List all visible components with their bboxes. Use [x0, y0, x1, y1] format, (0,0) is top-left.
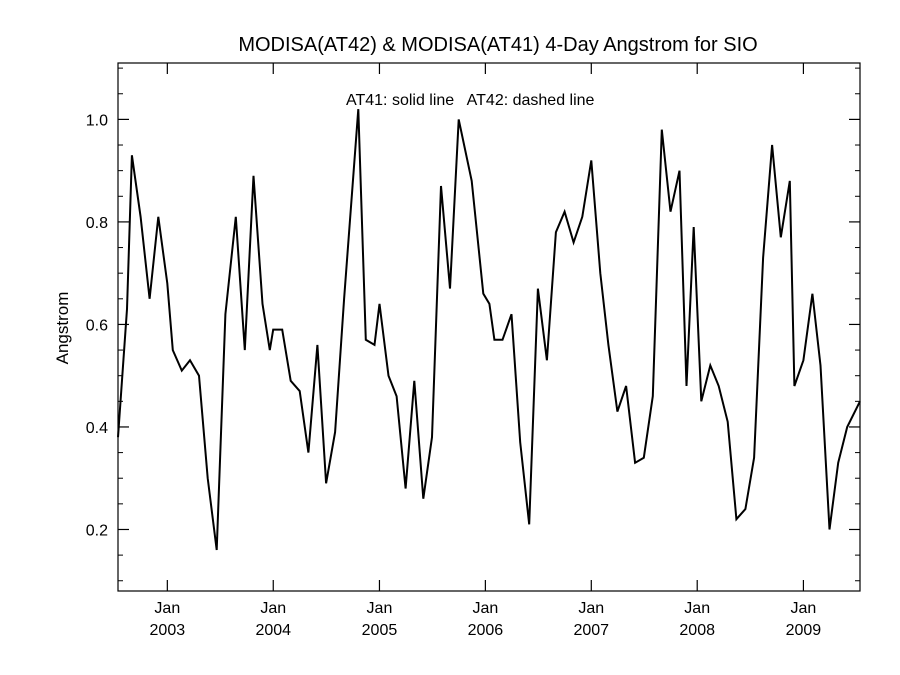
y-tick-label: 0.8	[86, 215, 108, 232]
x-tick-month-label: Jan	[578, 600, 604, 617]
x-tick-year-label: 2009	[786, 622, 822, 639]
series-layer	[117, 109, 861, 551]
x-tick-year-label: 2006	[468, 622, 504, 639]
series-legend-annotation: AT41: solid line AT42: dashed line	[346, 92, 595, 109]
axes-layer: 0.2 0.4 0.6 0.8 1.0 Jan 2003 Jan 2004 Jan 2005 Jan 2…	[86, 63, 860, 639]
y-tick-label: 1.0	[86, 112, 108, 129]
y-tick-label: 0.6	[86, 317, 108, 334]
chart-title: MODISA(AT42) & MODISA(AT41) 4-Day Angstr…	[238, 34, 757, 56]
x-tick-year-label: 2008	[679, 622, 715, 639]
x-tick-month-label: Jan	[684, 600, 710, 617]
y-tick-label: 0.4	[86, 420, 108, 437]
x-tick-month-label: Jan	[154, 600, 180, 617]
x-tick-year-label: 2003	[150, 622, 186, 639]
x-tick-month-label: Jan	[367, 600, 393, 617]
series-line-at41	[117, 109, 861, 551]
y-tick-label: 0.2	[86, 522, 108, 539]
plot-frame	[117, 62, 861, 592]
x-tick-month-label: Jan	[472, 600, 498, 617]
x-tick-year-label: 2004	[255, 622, 291, 639]
x-tick-month-label: Jan	[260, 600, 286, 617]
x-tick-month-label: Jan	[791, 600, 817, 617]
y-axis-label: Angstrom	[53, 292, 72, 365]
x-tick-year-label: 2005	[362, 622, 398, 639]
x-tick-year-label: 2007	[573, 622, 609, 639]
